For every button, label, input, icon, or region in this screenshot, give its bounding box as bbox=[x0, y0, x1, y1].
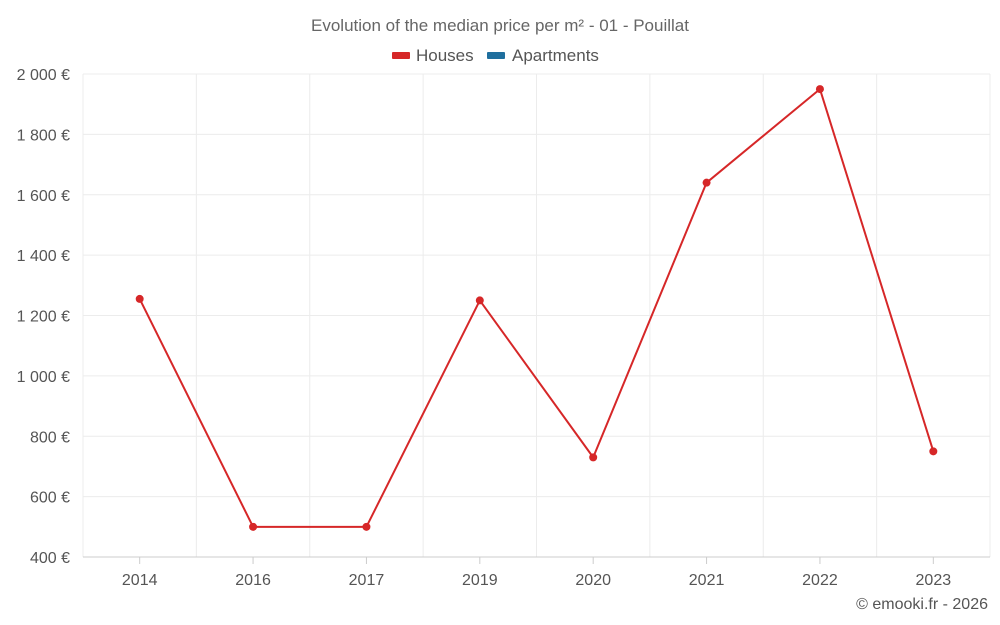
houses-point[interactable] bbox=[249, 522, 258, 531]
x-axis-ticks: 2014 2016 2017 2019 2020 2021 2022 2023 bbox=[122, 557, 951, 589]
legend-swatch-apartments bbox=[487, 52, 505, 59]
series-houses bbox=[135, 85, 938, 531]
x-gridlines bbox=[82, 74, 991, 557]
x-tick-label: 2016 bbox=[235, 572, 271, 589]
y-axis-ticks: 400 € 600 € 800 € 1 000 € 1 200 € 1 400 € 1 60… bbox=[17, 67, 70, 567]
x-tick-label: 2017 bbox=[349, 572, 385, 589]
x-tick-label: 2023 bbox=[916, 572, 952, 589]
y-tick-label: 1 400 € bbox=[17, 248, 70, 265]
houses-point[interactable] bbox=[135, 294, 144, 303]
houses-line bbox=[138, 88, 935, 528]
houses-point[interactable] bbox=[589, 453, 598, 462]
houses-point[interactable] bbox=[702, 178, 711, 187]
legend: Houses Apartments bbox=[392, 46, 599, 65]
houses-point[interactable] bbox=[815, 85, 824, 94]
y-tick-label: 1 000 € bbox=[17, 369, 70, 386]
houses-point[interactable] bbox=[929, 447, 938, 456]
x-tick-label: 2021 bbox=[689, 572, 725, 589]
legend-label-houses: Houses bbox=[416, 46, 474, 65]
y-tick-label: 600 € bbox=[30, 490, 70, 507]
y-tick-label: 400 € bbox=[30, 550, 70, 567]
chart-title: Evolution of the median price per m² - 0… bbox=[311, 16, 689, 35]
legend-swatch-houses bbox=[392, 52, 410, 59]
x-tick-label: 2020 bbox=[575, 572, 611, 589]
legend-item-houses[interactable]: Houses bbox=[392, 46, 474, 65]
y-tick-label: 2 000 € bbox=[17, 67, 70, 84]
houses-point[interactable] bbox=[475, 296, 484, 305]
x-tick-label: 2014 bbox=[122, 572, 158, 589]
y-tick-label: 1 600 € bbox=[17, 188, 70, 205]
houses-point[interactable] bbox=[362, 522, 371, 531]
x-tick-label: 2019 bbox=[462, 572, 498, 589]
y-tick-label: 1 200 € bbox=[17, 309, 70, 326]
legend-label-apartments: Apartments bbox=[512, 46, 599, 65]
legend-item-apartments[interactable]: Apartments bbox=[487, 46, 599, 65]
y-tick-label: 1 800 € bbox=[17, 127, 70, 144]
x-tick-label: 2022 bbox=[802, 572, 838, 589]
y-tick-label: 800 € bbox=[30, 429, 70, 446]
credit-text: © emooki.fr - 2026 bbox=[856, 596, 988, 613]
